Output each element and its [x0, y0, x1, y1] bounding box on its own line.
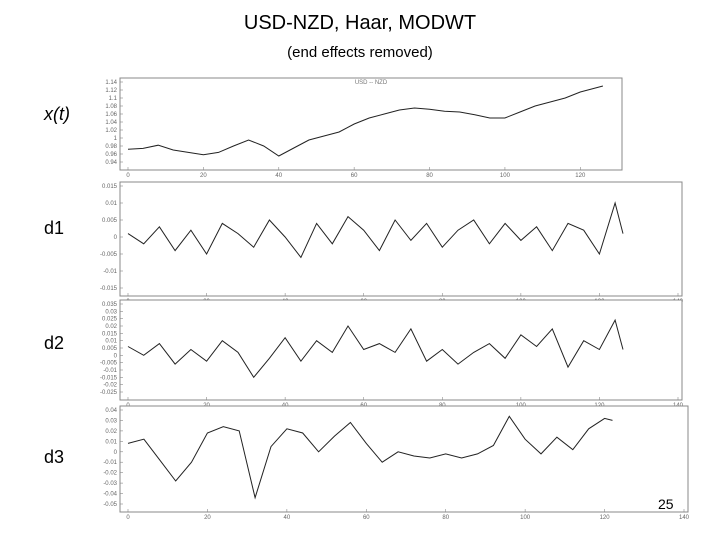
- x-tick-label: 80: [426, 173, 433, 179]
- y-tick-label: 0.04: [105, 408, 117, 414]
- y-tick-label: 0.01: [105, 339, 117, 345]
- y-tick-label: 1.04: [105, 120, 117, 126]
- y-tick-label: 0.015: [102, 331, 118, 337]
- slide-number: 25: [658, 496, 674, 512]
- y-tick-label: 0.96: [105, 152, 117, 158]
- y-tick-label: -0.005: [100, 361, 118, 367]
- x-tick-label: 120: [575, 173, 586, 179]
- y-tick-label: -0.015: [100, 375, 118, 381]
- y-tick-label: 0.025: [102, 317, 118, 323]
- x-tick-label: 80: [442, 515, 449, 521]
- y-tick-label: 1: [114, 136, 118, 142]
- y-tick-label: 1.1: [109, 96, 118, 102]
- plot-title-x(t): USD -- NZD: [355, 80, 388, 86]
- slide-subtitle: (end effects removed): [287, 44, 433, 61]
- x-tick-label: 0: [126, 515, 130, 521]
- y-tick-label: 0.02: [105, 324, 117, 330]
- series-line-d1: [127, 201, 624, 259]
- y-tick-label: -0.015: [100, 286, 118, 292]
- x-tick-label: 100: [520, 515, 531, 521]
- y-tick-label: 0.005: [102, 346, 118, 352]
- plot-frame-d1: [119, 181, 683, 297]
- y-tick-label: -0.04: [103, 492, 117, 498]
- y-tick-label: -0.01: [103, 368, 117, 374]
- y-tick-label: 0.94: [105, 160, 117, 166]
- y-tick-label: -0.05: [103, 502, 117, 508]
- y-tick-label: 1.02: [105, 128, 117, 134]
- y-tick-label: -0.03: [103, 481, 117, 487]
- x-tick-label: 40: [275, 173, 282, 179]
- slide-title: USD-NZD, Haar, MODWT: [243, 12, 477, 34]
- series-line-d3: [127, 415, 613, 500]
- row-label-d2: d2: [44, 333, 65, 353]
- y-tick-label: -0.02: [103, 471, 117, 477]
- x-tick-label: 140: [679, 515, 690, 521]
- row-label-x: x(t): [44, 104, 70, 124]
- y-tick-label: 0.01: [105, 439, 117, 445]
- x-tick-label: 60: [351, 173, 358, 179]
- x-tick-label: 0: [126, 173, 130, 179]
- y-tick-label: 0.005: [102, 218, 118, 224]
- x-tick-label: 20: [200, 173, 207, 179]
- y-tick-label: -0.02: [103, 383, 117, 389]
- plot-frame-d3: [119, 405, 689, 513]
- y-tick-label: 0: [114, 235, 118, 241]
- y-tick-label: -0.01: [103, 269, 117, 275]
- y-tick-label: 0: [114, 450, 118, 456]
- y-tick-label: 0.035: [102, 302, 118, 308]
- x-tick-label: 120: [600, 515, 611, 521]
- y-tick-label: -0.005: [100, 252, 118, 258]
- y-tick-label: 0.02: [105, 429, 117, 435]
- plot-frame-x(t): [119, 77, 623, 171]
- series-line-x(t): [127, 85, 604, 157]
- plot-frame-d2: [119, 299, 683, 401]
- row-label-d3: d3: [44, 447, 65, 467]
- y-tick-label: 0.98: [105, 144, 117, 150]
- y-tick-label: 1.06: [105, 112, 117, 118]
- x-tick-label: 100: [500, 173, 511, 179]
- y-tick-label: 0: [114, 353, 118, 359]
- row-label-d1: d1: [44, 218, 65, 238]
- x-tick-label: 40: [284, 515, 291, 521]
- series-line-d2: [127, 318, 624, 379]
- y-tick-label: 0.01: [105, 201, 117, 207]
- y-tick-label: -0.01: [103, 460, 117, 466]
- y-tick-label: 1.08: [105, 104, 117, 110]
- y-tick-label: 0.015: [102, 184, 118, 190]
- y-tick-label: 0.03: [105, 309, 117, 315]
- x-tick-label: 60: [363, 515, 370, 521]
- y-tick-label: 1.14: [105, 80, 117, 86]
- x-tick-label: 20: [204, 515, 211, 521]
- y-tick-label: 1.12: [105, 88, 117, 94]
- y-tick-label: -0.025: [100, 390, 118, 396]
- y-tick-label: 0.03: [105, 418, 117, 424]
